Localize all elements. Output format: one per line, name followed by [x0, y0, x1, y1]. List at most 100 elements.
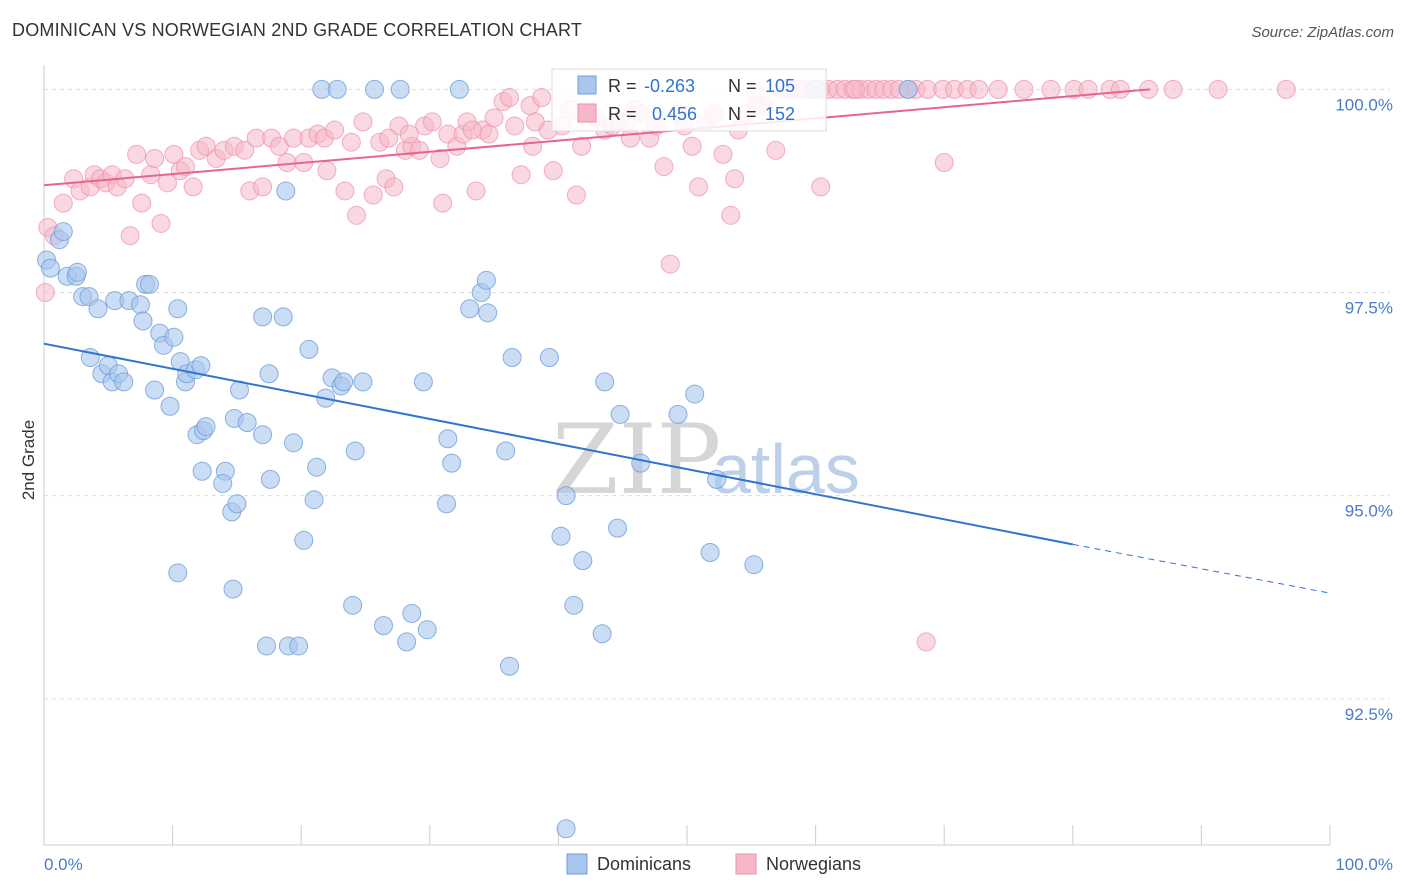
dominican-point [460, 299, 480, 319]
norwegian-point [511, 165, 531, 185]
legend-norwegian-r-value: 0.456 [652, 104, 697, 124]
legend-bottom-swatch-dominican [566, 853, 588, 875]
norwegian-point [505, 116, 525, 136]
norwegian-point [335, 181, 355, 201]
norwegian-point [433, 193, 453, 213]
chart-title: DOMINICAN VS NORWEGIAN 2ND GRADE CORRELA… [12, 20, 583, 40]
norwegian-point [430, 148, 450, 168]
dominican-point [237, 413, 257, 432]
dominican-point [334, 372, 354, 392]
dominican-point [744, 555, 764, 575]
norwegian-point [1208, 79, 1228, 99]
norwegian-point [1041, 79, 1061, 99]
dominican-point [402, 603, 422, 623]
dominican-point [631, 453, 651, 473]
norwegian-point [500, 88, 520, 107]
dominican-point [88, 299, 108, 319]
legend-swatch-norwegian [577, 103, 597, 123]
dominican-point [259, 364, 279, 384]
axes [43, 65, 1331, 846]
dominican-point [413, 372, 433, 392]
norwegian-point [969, 79, 989, 99]
norwegian-point [845, 79, 865, 99]
dominican-point [283, 433, 303, 453]
dominican-point [145, 380, 165, 400]
dominican-point [592, 624, 612, 644]
y-tick-label: 97.5% [1345, 299, 1393, 318]
dominican-point [168, 563, 188, 583]
y-tick-label: 100.0% [1335, 95, 1393, 114]
dominican-point [438, 429, 458, 449]
watermark-atlas: atlas [712, 430, 860, 508]
norwegian-point [379, 128, 399, 148]
dominican-point [551, 526, 571, 546]
dominican-point [345, 441, 365, 461]
norwegian-point [120, 226, 140, 246]
dominican-point [40, 258, 60, 278]
norwegian-point [1014, 79, 1034, 99]
dominican-point [343, 595, 363, 615]
dominican-point [307, 457, 327, 477]
trend-lines [43, 88, 1331, 594]
dominican-point [478, 303, 498, 323]
dominican-point [437, 494, 457, 514]
norwegian-point [269, 136, 289, 156]
dominican-point [500, 656, 520, 676]
norwegian-point [721, 205, 741, 225]
dominican-point [365, 79, 385, 99]
norwegian-point [1276, 79, 1296, 99]
legend-norwegian-n-label: N = [728, 104, 757, 124]
legend-bottom-dominican: Dominicans [597, 854, 691, 874]
dominican-point [539, 348, 559, 367]
norwegian-point [479, 124, 499, 144]
dominican-trend-line [43, 342, 1073, 546]
norwegian-point [183, 177, 203, 197]
norwegian-point [725, 169, 745, 189]
norwegian-point [132, 193, 152, 213]
legend-norwegian-n-value: 152 [765, 104, 795, 124]
norwegian-point [422, 112, 442, 132]
dominican-point [898, 79, 918, 99]
dominican-point [164, 327, 184, 347]
legend-swatch-dominican [577, 75, 597, 95]
norwegian-point [253, 177, 273, 197]
norwegian-point [164, 144, 184, 164]
dominican-point [276, 181, 296, 201]
norwegian-point [543, 161, 563, 181]
dominican-point [223, 579, 243, 599]
norwegian-point [484, 108, 504, 128]
dominican-point [253, 425, 273, 445]
dominican-point [67, 262, 87, 282]
norwegian-point [620, 128, 640, 148]
norwegian-points [35, 79, 1296, 652]
norwegian-point [145, 148, 165, 168]
dominican-point [192, 461, 212, 481]
dominican-point [608, 518, 628, 538]
norwegian-point [127, 144, 147, 164]
norwegian-point [660, 254, 680, 274]
source-credit: Source: ZipAtlas.com [1251, 24, 1394, 41]
dominican-point [353, 372, 373, 392]
norwegian-point [654, 157, 674, 177]
norwegian-point [466, 181, 486, 201]
norwegian-point [346, 205, 366, 225]
norwegian-point [1110, 79, 1130, 99]
legend-dominican-r-label: R = [608, 76, 637, 96]
dominican-point [304, 490, 324, 510]
dominican-point [253, 307, 273, 327]
norwegian-point [363, 185, 383, 205]
dominican-point [53, 222, 73, 242]
norwegian-point [341, 132, 361, 152]
norwegian-point [353, 112, 373, 132]
norwegian-point [572, 136, 592, 156]
norwegian-point [35, 283, 55, 302]
legend-bottom: Dominicans Norwegians [566, 853, 861, 875]
dominican-point [196, 417, 216, 437]
norwegian-point [53, 193, 73, 213]
dominican-point [700, 543, 720, 562]
y-axis-title: 2nd Grade [19, 420, 38, 500]
dominican-point [573, 551, 593, 571]
norwegian-point [277, 153, 297, 172]
norwegian-point [462, 120, 482, 140]
